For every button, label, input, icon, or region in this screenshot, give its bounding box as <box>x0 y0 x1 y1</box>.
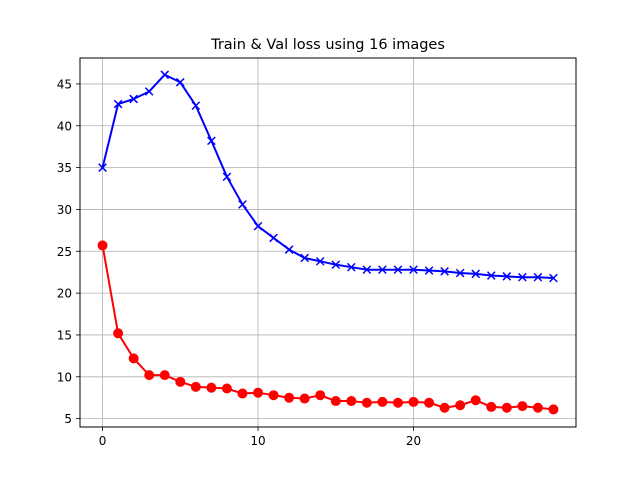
series-markers <box>97 70 559 415</box>
data-point <box>191 101 201 111</box>
x-axis: 0 10 20 <box>99 427 421 448</box>
x-tick-label: 20 <box>406 434 421 448</box>
y-tick-label: 25 <box>57 245 72 259</box>
data-point <box>455 268 465 278</box>
data-point <box>393 265 403 275</box>
data-point <box>144 87 154 96</box>
data-point <box>253 387 264 398</box>
data-point <box>408 396 419 407</box>
data-point <box>299 393 310 404</box>
data-point <box>268 390 279 401</box>
data-point <box>517 401 528 412</box>
x-tick-label: 0 <box>99 434 107 448</box>
y-tick-label: 10 <box>57 370 72 384</box>
y-tick-label: 15 <box>57 328 72 342</box>
data-point <box>470 395 481 406</box>
data-point <box>455 400 466 411</box>
data-point <box>237 388 248 399</box>
y-axis: 5 10 15 20 25 30 35 40 45 <box>57 77 80 426</box>
data-point <box>175 77 185 87</box>
data-point <box>190 381 201 392</box>
data-point <box>97 240 108 251</box>
data-point <box>330 396 341 407</box>
data-point <box>238 200 247 209</box>
data-point <box>424 266 434 275</box>
data-point <box>175 376 186 387</box>
y-tick-label: 45 <box>57 77 72 91</box>
data-point <box>377 396 388 407</box>
data-point <box>471 269 481 279</box>
data-point <box>222 172 232 182</box>
grid-lines <box>80 58 576 427</box>
data-point <box>533 272 543 282</box>
y-tick-label: 35 <box>57 161 72 175</box>
y-tick-label: 5 <box>64 412 72 426</box>
data-point <box>284 245 294 254</box>
data-point <box>113 328 124 339</box>
data-point <box>331 260 341 270</box>
x-tick-label: 10 <box>250 434 265 448</box>
data-point <box>518 272 527 282</box>
data-point <box>346 262 356 272</box>
data-point <box>315 390 326 401</box>
data-point <box>549 273 558 283</box>
data-point <box>113 99 123 109</box>
data-point <box>207 136 216 146</box>
data-point <box>346 396 357 407</box>
y-tick-label: 40 <box>57 119 72 133</box>
data-point <box>440 267 449 276</box>
data-point <box>439 402 450 413</box>
data-point <box>159 370 170 381</box>
data-point <box>424 397 435 408</box>
data-point <box>361 397 372 408</box>
data-point <box>144 370 155 381</box>
data-point <box>548 404 559 415</box>
data-point <box>160 70 170 80</box>
data-point <box>300 253 310 263</box>
data-point <box>362 265 372 275</box>
data-point <box>378 265 387 275</box>
data-point <box>392 397 403 408</box>
data-point <box>486 271 496 280</box>
data-point <box>128 353 139 364</box>
data-point <box>206 382 217 393</box>
data-point <box>502 272 512 281</box>
y-tick-label: 30 <box>57 203 72 217</box>
data-point <box>269 233 278 243</box>
y-tick-label: 20 <box>57 287 72 301</box>
data-point <box>532 402 543 413</box>
data-point <box>315 256 325 266</box>
data-point <box>98 163 107 172</box>
data-point <box>486 401 497 412</box>
plot-frame <box>79 57 577 428</box>
data-point <box>409 265 418 275</box>
data-point <box>221 383 232 394</box>
series-line-0 <box>101 73 554 280</box>
chart-title: Train & Val loss using 16 images <box>210 37 445 53</box>
data-point <box>501 402 512 413</box>
data-point <box>253 221 263 231</box>
data-point <box>129 94 138 104</box>
data-point <box>284 392 295 403</box>
